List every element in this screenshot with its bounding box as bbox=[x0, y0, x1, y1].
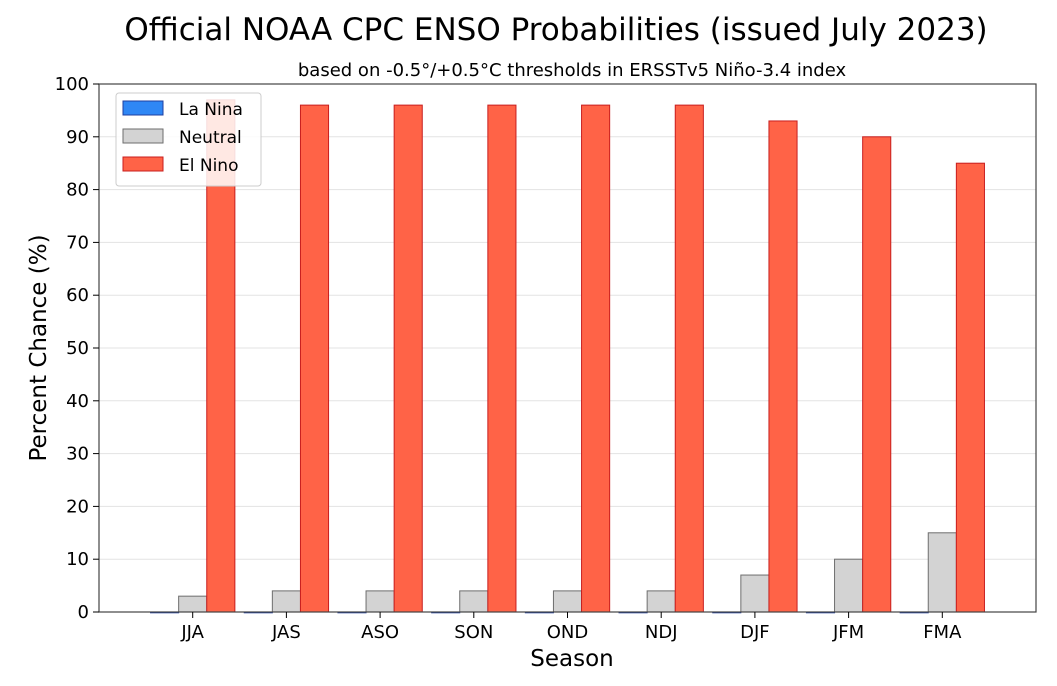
x-tick-label: JFM bbox=[832, 622, 864, 643]
bar-neutral-jas bbox=[271, 590, 301, 613]
y-tick-label: 80 bbox=[66, 180, 89, 201]
legend-swatch bbox=[122, 100, 164, 116]
y-axis-ticks: 0 10 20 30 40 50 60 70 80 90 100 bbox=[55, 74, 99, 623]
legend-label: Neutral bbox=[179, 128, 242, 148]
y-tick-label: 70 bbox=[66, 232, 89, 253]
bar-el-nino-jfm bbox=[862, 136, 892, 613]
x-tick-label: JAS bbox=[271, 622, 301, 643]
y-axis-label: Percent Chance (%) bbox=[26, 234, 52, 461]
x-tick-label: DJF bbox=[740, 622, 770, 643]
bar-el-nino-djf bbox=[768, 120, 798, 613]
bar-neutral-ndj bbox=[646, 590, 676, 613]
bar-neutral-son bbox=[459, 590, 489, 613]
y-tick-label: 10 bbox=[66, 549, 89, 570]
x-tick-label: SON bbox=[454, 622, 493, 643]
x-axis-ticks: JJA JAS ASO SON OND NDJ DJF JFM FMA bbox=[180, 612, 962, 643]
legend-label: La Nina bbox=[179, 100, 243, 120]
y-tick-label: 60 bbox=[66, 285, 89, 306]
bar-neutral-jja bbox=[178, 595, 208, 613]
legend: La Nina Neutral El Nino bbox=[115, 92, 262, 187]
bar-el-nino-fma bbox=[955, 162, 985, 613]
bar-neutral-jfm bbox=[834, 558, 864, 613]
x-tick-label: ASO bbox=[361, 622, 399, 643]
y-tick-label: 100 bbox=[55, 74, 89, 95]
bar-neutral-ond bbox=[552, 590, 583, 613]
legend-swatch bbox=[122, 128, 164, 144]
y-tick-label: 0 bbox=[78, 602, 89, 623]
bar-neutral-fma bbox=[927, 532, 957, 613]
bar-neutral-aso bbox=[365, 590, 395, 613]
x-tick-label: FMA bbox=[923, 622, 962, 643]
x-tick-label: OND bbox=[547, 622, 589, 643]
y-tick-label: 40 bbox=[66, 391, 89, 412]
bars bbox=[150, 99, 985, 614]
bar-el-nino-ond bbox=[581, 104, 611, 613]
y-tick-label: 50 bbox=[66, 338, 89, 359]
y-tick-label: 30 bbox=[66, 444, 89, 465]
y-tick-label: 90 bbox=[66, 127, 89, 148]
y-tick-label: 20 bbox=[66, 496, 89, 517]
bar-neutral-djf bbox=[740, 574, 770, 613]
chart-title: Official NOAA CPC ENSO Probabilities (is… bbox=[124, 12, 987, 48]
bar-el-nino-jas bbox=[299, 104, 330, 613]
x-tick-label: JJA bbox=[180, 622, 204, 643]
x-tick-label: NDJ bbox=[645, 622, 678, 643]
legend-label: El Nino bbox=[179, 156, 238, 176]
chart-subtitle: based on -0.5°/+0.5°C thresholds in ERSS… bbox=[298, 60, 847, 81]
bar-el-nino-ndj bbox=[674, 104, 704, 613]
x-axis-label: Season bbox=[530, 646, 613, 672]
bar-el-nino-aso bbox=[393, 104, 423, 613]
bar-el-nino-son bbox=[487, 104, 517, 613]
legend-swatch bbox=[122, 156, 164, 172]
